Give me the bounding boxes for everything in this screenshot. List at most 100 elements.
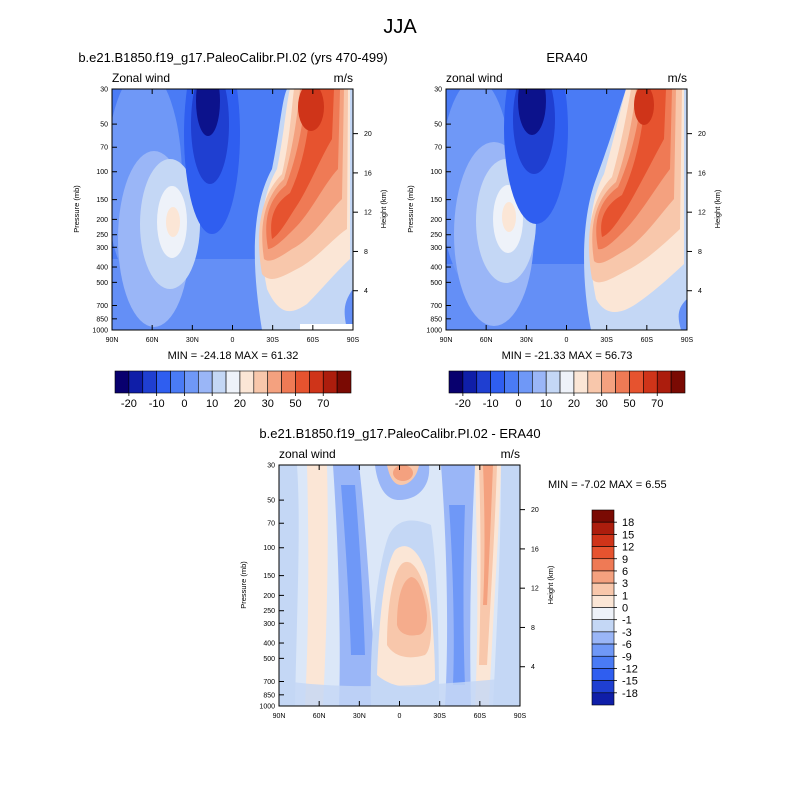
colorbar-swatch [559,370,575,394]
panel-2-height-tick-label: 20 [698,131,706,138]
colorbar-panel-2: -20 -10 0 10 20 30 50 70 [448,370,686,410]
colorbar-swatch [128,370,144,394]
panel-3: b.e21.B1850.f19_g17.PaleoCalibr.PI.02 - … [239,426,667,720]
panel-3-ytick-label: 300 [263,621,275,628]
colorbar-swatch [156,370,171,394]
colorbar-swatch [295,370,310,394]
panel-1-height-tick-label: 8 [364,249,368,256]
panel-2-ytick-label: 30 [434,87,442,94]
panel-3-xtick-label: 90N [273,713,286,720]
colorbar-swatch [239,370,255,394]
panel-1-xtick-label: 30N [186,337,199,344]
panel-1-ylabel: Pressure (mb) [72,185,81,233]
colorbar-label: -3 [622,627,632,639]
colorbar-swatch [114,370,130,394]
panel-3-title: b.e21.B1850.f19_g17.PaleoCalibr.PI.02 - … [259,426,540,441]
colorbar-label: 10 [206,398,218,410]
colorbar-label: 0 [181,398,187,410]
panel-3-height-tick-label: 16 [531,546,539,553]
panel-3-ytick-label: 1000 [259,704,275,711]
colorbar-swatch [591,668,615,681]
panel-3-ylabel-right: Height (km) [546,565,555,604]
colorbar-label: 20 [234,398,246,410]
panel-1-xtick-label: 90S [347,337,360,344]
colorbar-swatch [591,680,615,694]
panel-1-xtick-label: 30S [266,337,279,344]
colorbar-label: 30 [596,398,608,410]
panel-3-ytick-label: 150 [263,573,275,580]
panel-2-title: ERA40 [546,50,587,65]
colorbar-swatch [670,370,686,394]
colorbar-label: 12 [622,542,634,554]
panel-2-ytick-label: 200 [430,217,442,224]
panel-3-ytick-label: 700 [263,679,275,686]
colorbar-label: -12 [622,663,638,675]
panel-3-ytick-label: 250 [263,608,275,615]
panel-2-ytick-label: 50 [434,122,442,129]
colorbar-swatch [591,643,615,657]
panel-3-ylabel: Pressure (mb) [239,561,248,609]
colorbar-swatch [184,370,199,394]
panel-1-xtick-label: 90N [106,337,119,344]
colorbar-swatch [281,370,296,394]
panel-2-ylabel: Pressure (mb) [406,185,415,233]
panel-1-units: m/s [334,71,353,85]
colorbar-swatch [591,570,615,584]
panel-1-ytick-label: 200 [96,217,108,224]
panel-1-ytick-label: 100 [96,169,108,176]
panel-1-ytick-label: 400 [96,265,108,272]
panel-3-stats: MIN = -7.02 MAX = 6.55 [548,479,667,491]
colorbar-swatch [591,595,615,608]
panel-2-ytick-label: 500 [430,280,442,287]
colorbar-label: 70 [651,398,663,410]
panel-1-height-tick-label: 12 [364,210,372,217]
colorbar-label: 50 [289,398,301,410]
colorbar-swatch [211,370,227,394]
colorbar-swatch [170,370,185,394]
colorbar-swatch [591,607,615,620]
colorbar-label: 0 [622,603,628,615]
colorbar-label: 6 [622,566,628,578]
panel-2-ytick-label: 300 [430,245,442,252]
colorbar-swatch [573,370,589,394]
panel-1-ytick-label: 70 [100,145,108,152]
panel-1-ytick-label: 700 [96,303,108,310]
panel-2-ytick-label: 850 [430,316,442,323]
colorbar-swatch [448,370,464,394]
panel-1-ytick-label: 150 [96,197,108,204]
panel-3-xtick-label: 0 [398,713,402,720]
panel-2-left-label: zonal wind [446,71,503,85]
panel-1-stats: MIN = -24.18 MAX = 61.32 [168,350,299,362]
colorbar-panel-1: -20 -10 0 10 20 30 50 70 [114,370,352,410]
figure-title: JJA [383,16,417,38]
panel-1: b.e21.B1850.f19_g17.PaleoCalibr.PI.02 (y… [72,50,388,362]
panel-1-ytick-label: 1000 [92,328,108,335]
panel-3-ytick-label: 850 [263,692,275,699]
panel-2-xtick-label: 60S [641,337,654,344]
colorbar-swatch [629,370,644,394]
panel-1-xtick-label: 60N [146,337,159,344]
colorbar-label: -6 [622,639,632,651]
panel-3-height-tick-label: 4 [531,664,535,671]
colorbar-swatch [518,370,533,394]
panel-2-ytick-label: 100 [430,169,442,176]
panel-2-field [446,89,687,330]
colorbar-swatch [656,370,672,394]
panel-1-ytick-label: 850 [96,316,108,323]
colorbar-label: -18 [622,688,638,700]
colorbar-swatch [142,370,157,394]
panel-1-ytick-label: 50 [100,122,108,129]
panel-1-height-tick-label: 16 [364,170,372,177]
panel-2-ytick-label: 400 [430,265,442,272]
panel-3-ytick-label: 100 [263,545,275,552]
panel-2-height-tick-label: 12 [698,210,706,217]
colorbar-label: 70 [317,398,329,410]
panel-3-xtick-label: 30S [433,713,446,720]
panel-3-ytick-label: 70 [267,521,275,528]
panel-2-ytick-label: 150 [430,197,442,204]
panel-2-ytick-label: 1000 [426,328,442,335]
colorbar-label: 1 [622,590,628,602]
panel-1-xtick-label: 60S [307,337,320,344]
panel-3-ytick-label: 200 [263,593,275,600]
